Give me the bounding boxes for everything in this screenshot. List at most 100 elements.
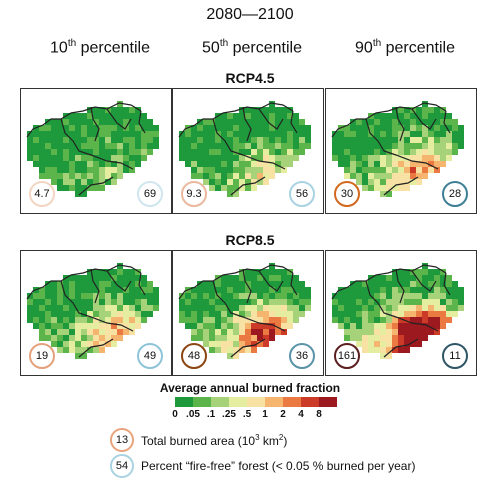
key-burned-label: Total burned area (103 km2) bbox=[141, 433, 287, 448]
legend-title: Average annual burned fraction bbox=[159, 381, 341, 395]
colorbar-tick-label: .5 bbox=[242, 409, 252, 420]
country-border bbox=[212, 280, 286, 332]
country-border bbox=[258, 270, 284, 292]
total-burned-area-badge: 48 bbox=[181, 343, 207, 369]
country-border bbox=[443, 110, 451, 134]
country-border bbox=[242, 106, 252, 142]
burned-fraction-map bbox=[331, 101, 464, 197]
country-border bbox=[395, 268, 405, 304]
burned-fraction-map bbox=[26, 263, 159, 359]
column-header-value: 10 bbox=[50, 39, 68, 57]
fire-free-forest-badge: 36 bbox=[289, 343, 315, 369]
country-border bbox=[290, 110, 298, 134]
burned-fraction-map bbox=[26, 101, 159, 197]
column-header-10th: 10th percentile bbox=[20, 38, 180, 57]
country-border bbox=[230, 338, 266, 358]
map-panel: 48 36 bbox=[172, 250, 324, 376]
key-fire-free-forest: 54 Percent “fire-free” forest (< 0.05 % … bbox=[110, 454, 415, 478]
colorbar-tick-label: 1 bbox=[262, 409, 268, 420]
key-total-burned-area: 13 Total burned area (103 km2) bbox=[110, 428, 287, 452]
map-panel: 19 49 bbox=[20, 250, 172, 376]
burned-fraction-map bbox=[178, 263, 311, 359]
total-burned-area-badge: 9.3 bbox=[181, 181, 207, 207]
key-burned-end: ) bbox=[283, 433, 288, 448]
map-grid-cells bbox=[332, 263, 464, 359]
scenario-label-rcp45: RCP4.5 bbox=[225, 70, 275, 86]
total-burned-area-badge: 4.7 bbox=[29, 181, 55, 207]
country-border bbox=[395, 106, 405, 142]
total-burned-area-badge: 30 bbox=[334, 181, 360, 207]
country-border bbox=[178, 102, 294, 138]
country-border bbox=[212, 118, 286, 170]
country-border bbox=[411, 270, 437, 292]
key-fire-free-label: Percent “fire-free” forest (< 0.05 % bur… bbox=[141, 459, 416, 473]
colorbar bbox=[175, 397, 337, 407]
fire-free-forest-badge: 49 bbox=[137, 343, 163, 369]
country-border bbox=[138, 272, 146, 296]
total-burned-area-badge: 161 bbox=[334, 343, 360, 369]
country-border bbox=[106, 108, 132, 130]
map-grid-cells bbox=[27, 263, 159, 359]
country-border bbox=[331, 264, 447, 300]
column-header-value: 50 bbox=[202, 39, 220, 57]
colorbar-tick-label: .05 bbox=[186, 409, 200, 420]
country-border bbox=[178, 264, 294, 300]
burned-fraction-map bbox=[331, 263, 464, 359]
colorbar-swatch bbox=[193, 397, 211, 407]
country-border bbox=[365, 118, 439, 170]
map-grid-cells bbox=[27, 101, 159, 197]
country-border bbox=[106, 270, 132, 292]
colorbar-tick-label: .25 bbox=[222, 409, 236, 420]
country-border bbox=[331, 102, 447, 138]
key-burned-text: Total burned area (10 bbox=[141, 433, 256, 448]
colorbar-ticks: 0 .05 .1 .25 .5 1 2 4 8 bbox=[172, 409, 332, 423]
country-border bbox=[26, 264, 142, 300]
country-border bbox=[258, 108, 284, 130]
country-border bbox=[90, 268, 100, 304]
map-panel: 161 11 bbox=[325, 250, 477, 376]
country-border bbox=[60, 280, 134, 332]
colorbar-swatch bbox=[229, 397, 247, 407]
column-header-sup: th bbox=[67, 38, 77, 49]
key-burned-sup: 3 bbox=[255, 432, 260, 442]
column-header-sup: th bbox=[219, 38, 229, 49]
country-border bbox=[383, 338, 419, 358]
colorbar-tick-label: 8 bbox=[316, 409, 322, 420]
country-border bbox=[60, 118, 134, 170]
fire-free-forest-badge: 56 bbox=[289, 181, 315, 207]
figure-title: 2080—2100 bbox=[206, 6, 294, 23]
colorbar-swatch bbox=[283, 397, 301, 407]
column-header-suffix: percentile bbox=[381, 39, 455, 57]
column-header-value: 90 bbox=[355, 39, 373, 57]
colorbar-swatch bbox=[247, 397, 265, 407]
column-header-sup: th bbox=[372, 38, 382, 49]
country-border bbox=[78, 176, 114, 196]
map-grid-cells bbox=[179, 101, 311, 197]
country-border bbox=[26, 102, 142, 138]
country-border bbox=[443, 272, 451, 296]
column-header-suffix: percentile bbox=[76, 39, 150, 57]
country-border bbox=[230, 176, 266, 196]
country-border bbox=[411, 108, 437, 130]
colorbar-swatch bbox=[265, 397, 283, 407]
country-border bbox=[242, 268, 252, 304]
column-header-50th: 50th percentile bbox=[172, 38, 332, 57]
key-burned-sup2: 2 bbox=[278, 432, 284, 442]
map-panel: 9.3 56 bbox=[172, 88, 324, 214]
colorbar-tick-label: 0 bbox=[172, 409, 178, 420]
country-border bbox=[365, 280, 439, 332]
map-panel: 30 28 bbox=[325, 88, 477, 214]
country-border bbox=[78, 338, 114, 358]
total-burned-area-badge: 19 bbox=[29, 343, 55, 369]
map-grid-cells bbox=[332, 101, 464, 197]
country-border bbox=[138, 110, 146, 134]
country-border bbox=[383, 176, 419, 196]
burned-fraction-map bbox=[178, 101, 311, 197]
colorbar-swatch bbox=[211, 397, 229, 407]
column-header-suffix: percentile bbox=[228, 39, 302, 57]
colorbar-swatch bbox=[175, 397, 193, 407]
fire-free-forest-badge: 11 bbox=[442, 343, 468, 369]
fire-free-forest-badge: 69 bbox=[137, 181, 163, 207]
column-header-90th: 90th percentile bbox=[325, 38, 485, 57]
scenario-label-rcp85: RCP8.5 bbox=[225, 232, 275, 248]
